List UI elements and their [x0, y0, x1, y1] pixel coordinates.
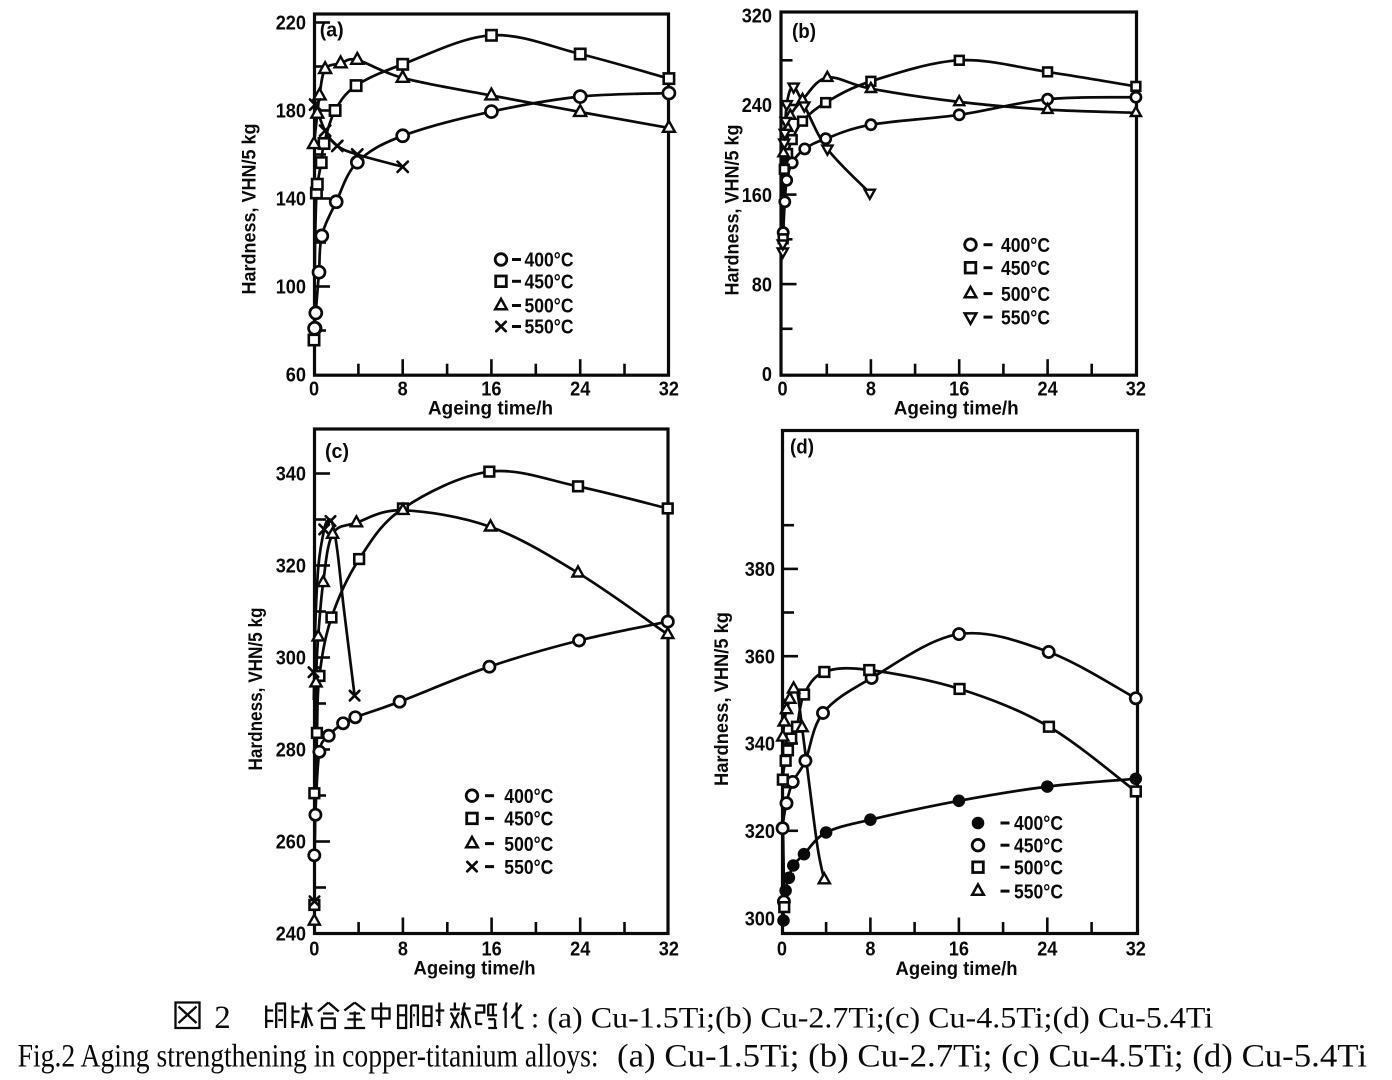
svg-text:32: 32 [659, 939, 679, 961]
svg-text:24: 24 [570, 379, 591, 401]
svg-text:32: 32 [1126, 939, 1146, 961]
svg-text:Hardness, VHN/5 kg: Hardness, VHN/5 kg [240, 124, 261, 295]
svg-text:140: 140 [276, 189, 306, 211]
svg-text:2: 2 [214, 1000, 231, 1036]
svg-text:550°C: 550°C [1001, 307, 1050, 329]
svg-text:450°C: 450°C [525, 272, 574, 294]
svg-text:Hardness, VHN/5 kg: Hardness, VHN/5 kg [712, 612, 733, 786]
svg-text:16: 16 [949, 939, 969, 961]
svg-text:500°C: 500°C [525, 296, 574, 318]
svg-text:340: 340 [276, 464, 306, 486]
svg-text:400°C: 400°C [1001, 235, 1050, 257]
svg-text:500°C: 500°C [1014, 857, 1063, 879]
svg-text:60: 60 [286, 365, 306, 387]
svg-text:300: 300 [276, 648, 306, 670]
svg-text:24: 24 [570, 939, 591, 961]
svg-text:32: 32 [659, 379, 679, 401]
svg-text:Ageing time/h: Ageing time/h [896, 959, 1018, 980]
svg-text:0: 0 [777, 939, 787, 961]
svg-text:0: 0 [778, 379, 788, 401]
svg-text:280: 280 [276, 740, 306, 762]
svg-text:8: 8 [866, 379, 876, 401]
svg-text:8: 8 [398, 379, 408, 401]
svg-text:Ageing time/h: Ageing time/h [414, 959, 536, 980]
svg-text:450°C: 450°C [504, 809, 553, 831]
svg-text:550°C: 550°C [1014, 881, 1063, 903]
svg-text:320: 320 [745, 821, 775, 843]
svg-text:(b): (b) [792, 21, 816, 43]
svg-text:220: 220 [276, 13, 306, 35]
svg-text:Ageing time/h: Ageing time/h [894, 399, 1019, 420]
svg-text:450°C: 450°C [1001, 258, 1050, 280]
svg-text:360: 360 [745, 646, 775, 668]
svg-text:400°C: 400°C [1014, 813, 1063, 835]
svg-text:0: 0 [309, 379, 319, 401]
svg-text:380: 380 [745, 559, 775, 581]
svg-text:Hardness, VHN/5 kg: Hardness, VHN/5 kg [723, 125, 744, 296]
svg-text:400°C: 400°C [504, 786, 553, 808]
svg-text:260: 260 [276, 832, 306, 854]
svg-text:24: 24 [1038, 379, 1059, 401]
svg-text:(c): (c) [325, 441, 349, 463]
svg-text:(d): (d) [790, 437, 814, 459]
svg-text:400°C: 400°C [525, 250, 574, 272]
svg-text:100: 100 [276, 277, 306, 299]
svg-text:450°C: 450°C [1014, 835, 1063, 857]
svg-text:550°C: 550°C [525, 317, 574, 339]
svg-text:8: 8 [398, 939, 408, 961]
svg-text:500°C: 500°C [504, 834, 553, 856]
svg-text:160: 160 [742, 185, 772, 207]
svg-text:24: 24 [1037, 939, 1058, 961]
svg-text:180: 180 [276, 101, 306, 123]
svg-text:550°C: 550°C [504, 857, 553, 879]
svg-text:8: 8 [865, 939, 875, 961]
svg-text:32: 32 [1126, 379, 1146, 401]
svg-text:240: 240 [276, 924, 306, 946]
svg-text:0: 0 [309, 939, 319, 961]
svg-text:Fig.2 Aging strengthening in c: Fig.2 Aging strengthening in copper-tita… [18, 1039, 599, 1075]
svg-text::: : [531, 1002, 539, 1035]
svg-text:Ageing time/h: Ageing time/h [428, 399, 553, 420]
svg-text:Hardness, VHN/5 kg: Hardness, VHN/5 kg [246, 608, 267, 771]
svg-text:320: 320 [276, 556, 306, 578]
svg-text:0: 0 [762, 364, 772, 386]
svg-text:240: 240 [742, 95, 772, 117]
svg-text:16: 16 [949, 379, 969, 401]
svg-text:340: 340 [745, 734, 775, 756]
svg-text:320: 320 [742, 6, 772, 28]
svg-text:500°C: 500°C [1001, 284, 1050, 306]
svg-text:(a) Cu-1.5Ti; (b) Cu-2.7Ti; (c: (a) Cu-1.5Ti; (b) Cu-2.7Ti; (c) Cu-4.5Ti… [617, 1039, 1367, 1075]
svg-text:(a): (a) [320, 20, 344, 42]
svg-text:300: 300 [745, 908, 775, 930]
svg-text:16: 16 [481, 379, 501, 401]
svg-text:80: 80 [752, 274, 772, 296]
svg-text:16: 16 [482, 939, 502, 961]
svg-text:(a) Cu-1.5Ti;(b) Cu-2.7Ti;(c): (a) Cu-1.5Ti;(b) Cu-2.7Ti;(c) Cu-4.5Ti;(… [547, 1002, 1213, 1035]
